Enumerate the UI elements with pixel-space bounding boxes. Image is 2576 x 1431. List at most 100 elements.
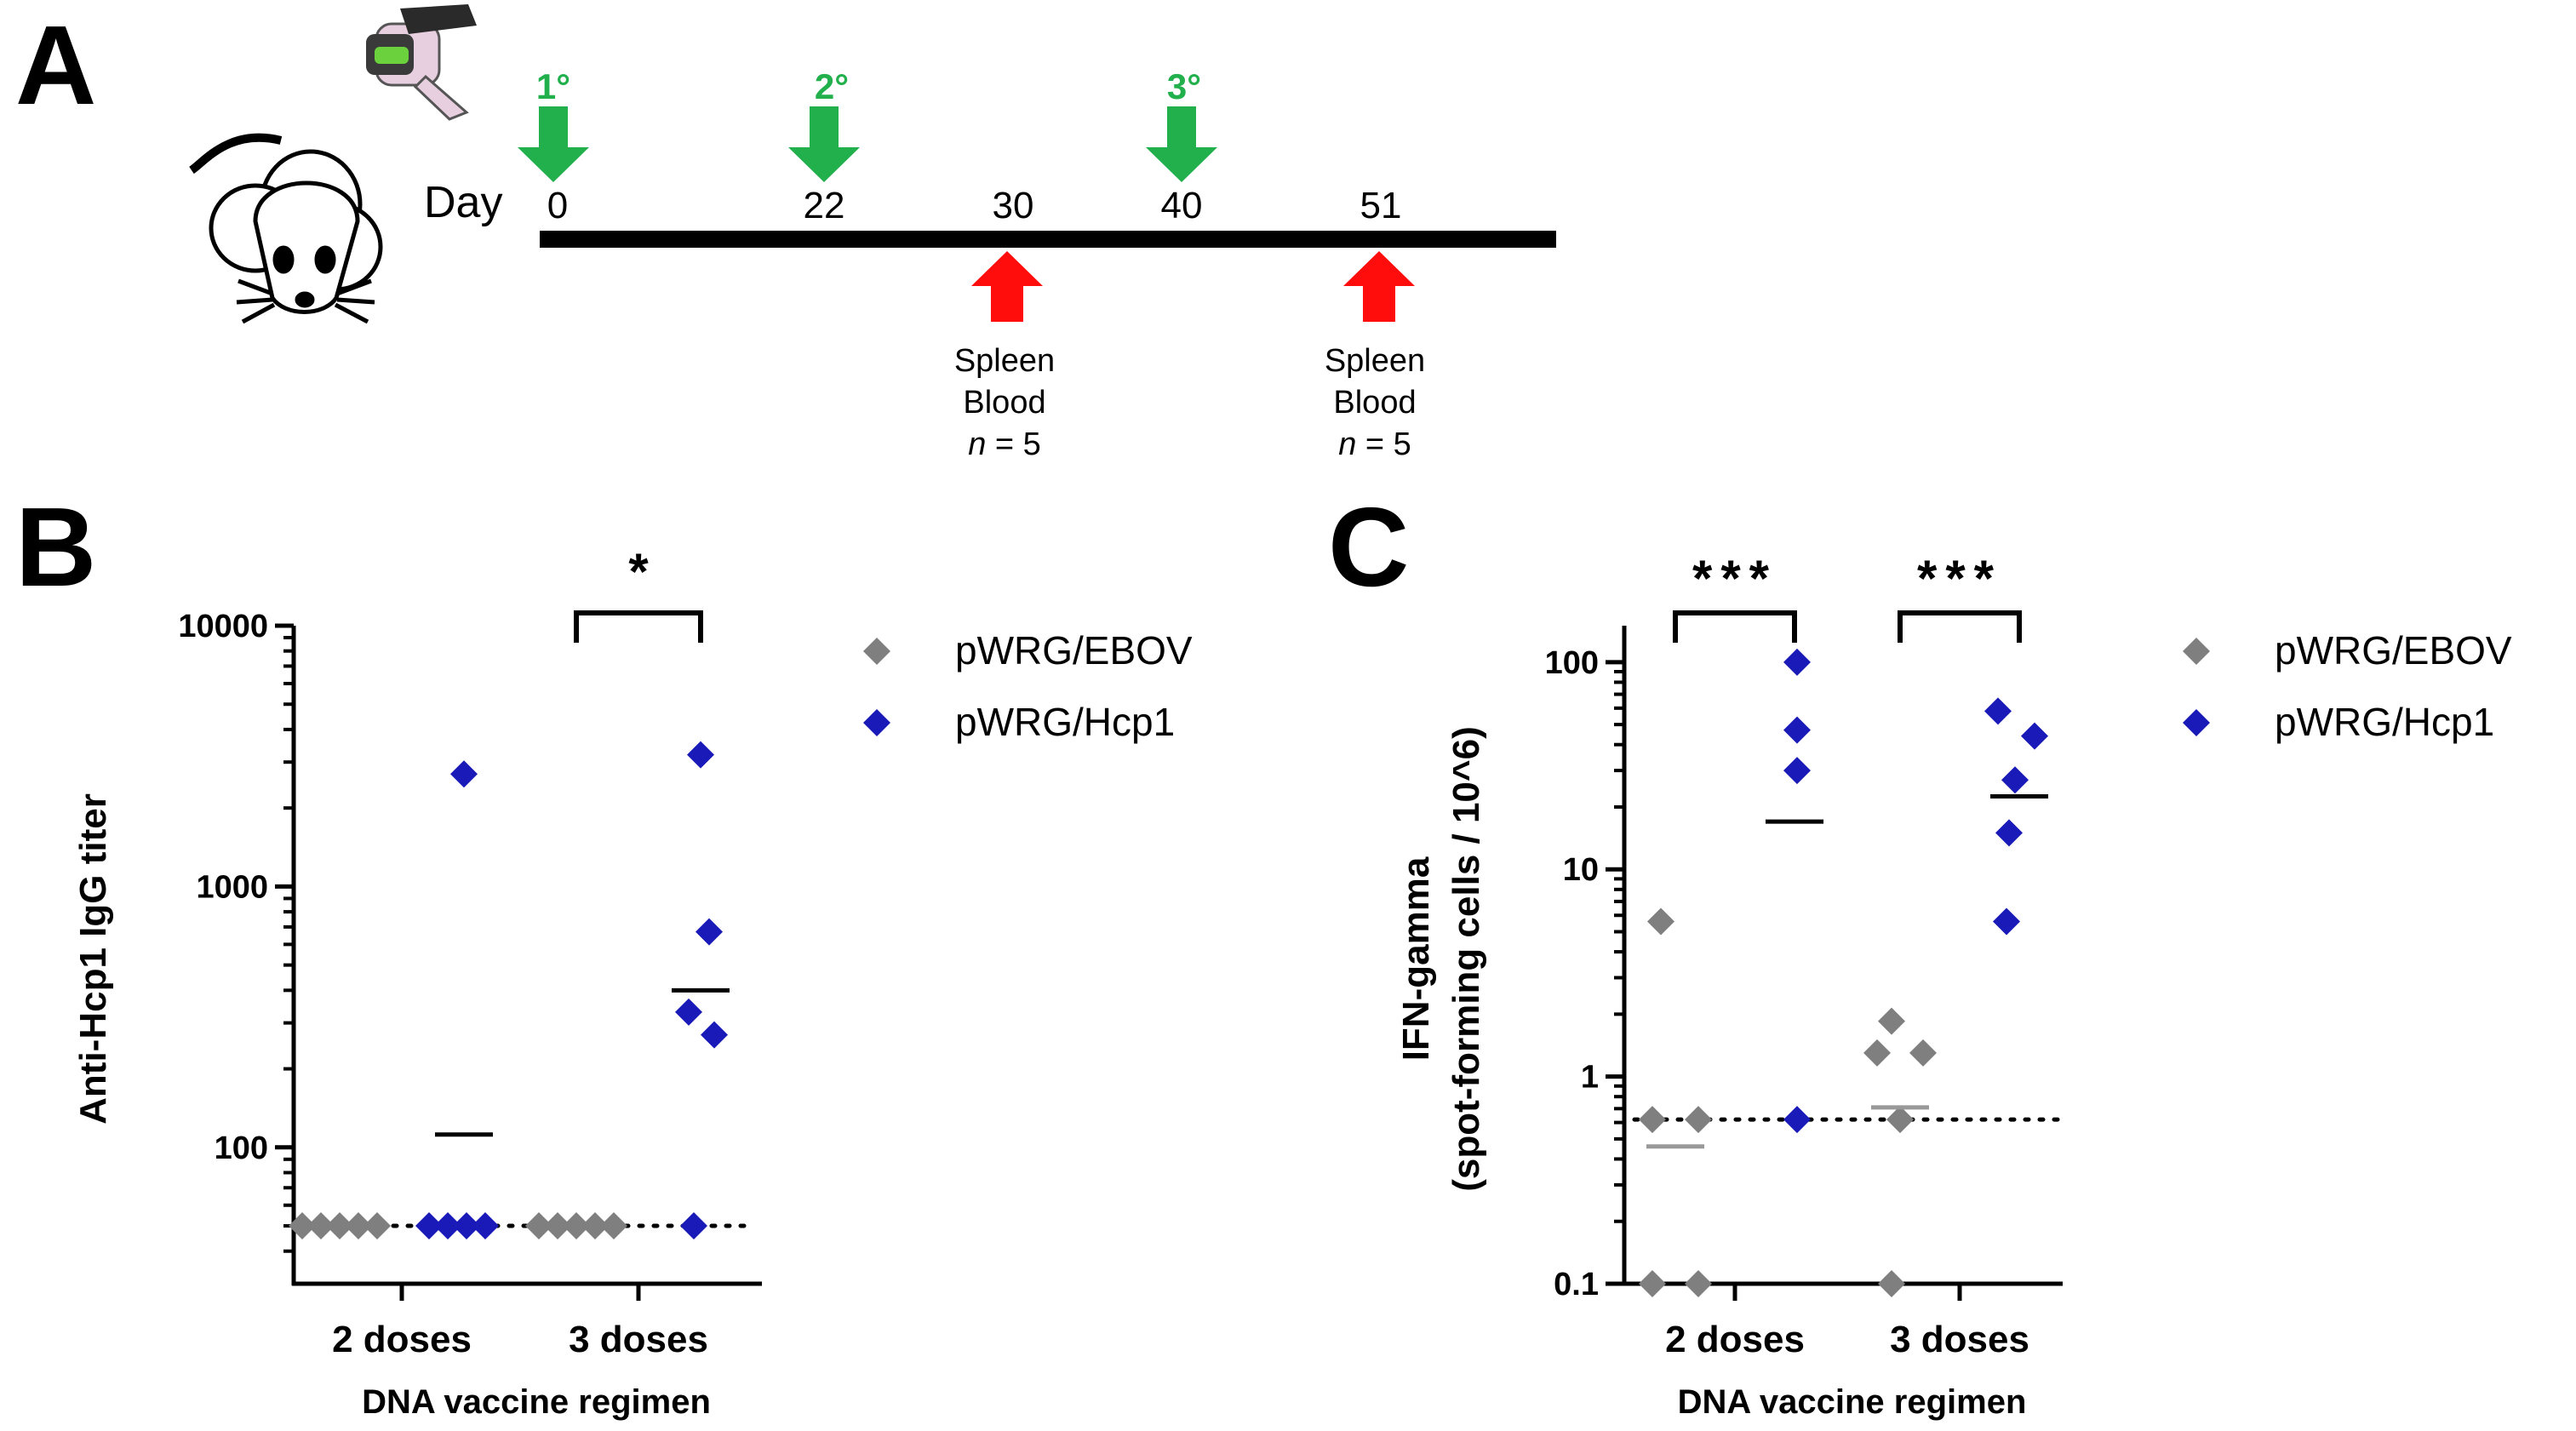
x-axis-title: DNA vaccine regimen [1678, 1383, 2027, 1421]
significance-bracket [1898, 610, 2022, 643]
data-point-hcp1 [1993, 907, 2020, 936]
y-tick-label: 0.1 [1554, 1267, 1599, 1302]
panel-c-letter: C [1328, 484, 1409, 610]
sampling-2-n-value: = 5 [1356, 426, 1411, 462]
data-point-ebov [1685, 1270, 1712, 1297]
dose-1-label: 1° [536, 66, 570, 106]
data-point-hcp1 [1984, 697, 2012, 725]
legend-marker-icon [2183, 709, 2210, 736]
x-category-label: 2 doses [332, 1319, 472, 1360]
dose-2-label: 2° [815, 66, 849, 106]
dose-1-arrow-icon [518, 106, 589, 182]
y-tick-label: 1 [1581, 1060, 1599, 1096]
data-point-ebov [1647, 907, 1674, 936]
legend-label: pWRG/EBOV [955, 628, 1193, 673]
data-point-hcp1 [453, 1212, 480, 1240]
data-point-hcp1 [680, 1212, 707, 1240]
day-label: Day [424, 178, 502, 227]
day-30-label: 30 [993, 185, 1034, 226]
timeline-bar [540, 231, 1556, 248]
day-40-label: 40 [1161, 185, 1203, 226]
data-point-ebov [364, 1212, 391, 1240]
sampling-1-n-value: = 5 [986, 426, 1040, 462]
data-point-hcp1 [1783, 648, 1811, 676]
data-point-hcp1 [701, 1021, 728, 1049]
data-point-ebov [544, 1212, 571, 1240]
data-point-hcp1 [2021, 722, 2048, 750]
legend-marker-icon [2183, 638, 2210, 665]
sampling-day-30: Spleen Blood n = 5 [954, 251, 1055, 462]
data-point-hcp1 [472, 1212, 499, 1240]
data-point-ebov [581, 1212, 609, 1240]
significance-bracket [1673, 610, 1797, 643]
gene-gun-icon [366, 4, 477, 121]
y-tick-label: 100 [1545, 645, 1599, 681]
data-point-ebov [1878, 1007, 1905, 1035]
data-point-ebov [1886, 1106, 1914, 1134]
y-tick-label: 10 [1563, 852, 1599, 888]
y-axis-title: IFN-gamma [1395, 856, 1437, 1061]
data-point-hcp1 [1783, 1106, 1811, 1134]
day-0-label: 0 [547, 185, 568, 226]
x-axis-title: DNA vaccine regimen [362, 1383, 711, 1421]
sampling-arrow-icon [971, 251, 1043, 322]
sampling-2-n: n = 5 [1338, 426, 1411, 462]
dose-3: 3° [1146, 66, 1217, 182]
dose-1: 1° [518, 66, 589, 182]
data-point-hcp1 [434, 1212, 461, 1240]
significance-label: * [628, 543, 649, 600]
data-point-hcp1 [1995, 819, 2023, 847]
data-point-hcp1 [675, 998, 702, 1026]
legend-marker-icon [863, 709, 890, 736]
data-point-hcp1 [1783, 716, 1811, 744]
sampling-day-51: Spleen Blood n = 5 [1325, 251, 1425, 462]
dose-3-label: 3° [1167, 66, 1201, 106]
y-tick-label: 10000 [178, 609, 268, 644]
legend-label: pWRG/Hcp1 [955, 700, 1175, 744]
dose-2: 2° [788, 66, 860, 182]
data-point-hcp1 [415, 1212, 443, 1240]
panel-b-letter: B [15, 484, 96, 610]
legend-label: pWRG/Hcp1 [2275, 700, 2494, 744]
sampling-1-n-symbol: n [968, 426, 986, 462]
data-point-ebov [600, 1212, 627, 1240]
sampling-1-blood: Blood [963, 385, 1045, 421]
dose-2-arrow-icon [788, 106, 860, 182]
sampling-1-spleen: Spleen [954, 343, 1055, 379]
data-point-hcp1 [696, 918, 723, 946]
data-point-ebov [289, 1212, 316, 1240]
y-tick-label: 1000 [196, 869, 268, 905]
panel-a: A Day 0 22 30 40 51 [15, 3, 1556, 462]
x-category-label: 3 doses [1890, 1319, 2029, 1360]
sampling-1-n: n = 5 [968, 426, 1041, 462]
data-point-ebov [1909, 1039, 1937, 1067]
dose-3-arrow-icon [1146, 106, 1217, 182]
mouse-icon [189, 133, 383, 324]
chart-c: 0.1 1 10 100 2 doses 3 doses DNA vaccine regim… [1395, 550, 2512, 1421]
day-22-label: 22 [804, 185, 845, 226]
data-point-ebov [345, 1212, 372, 1240]
day-51-label: 51 [1360, 185, 1402, 226]
x-category-label: 3 doses [569, 1319, 708, 1360]
legend-label: pWRG/EBOV [2275, 628, 2512, 673]
sampling-2-n-symbol: n [1338, 426, 1356, 462]
data-point-hcp1 [687, 741, 714, 769]
data-point-ebov [563, 1212, 590, 1240]
legend-marker-icon [863, 638, 890, 665]
data-point-hcp1 [450, 760, 478, 788]
significance-label: *** [1692, 550, 1777, 607]
sampling-2-spleen: Spleen [1325, 343, 1425, 379]
data-point-ebov [1878, 1270, 1905, 1297]
data-point-ebov [1685, 1106, 1712, 1134]
sampling-arrow-icon [1343, 251, 1415, 322]
panel-a-letter: A [15, 3, 96, 128]
data-point-ebov [525, 1212, 552, 1240]
sampling-2-blood: Blood [1333, 385, 1416, 421]
data-point-ebov [1639, 1106, 1666, 1134]
chart-b: 100 1000 10000 2 doses 3 doses DNA vaccine re… [72, 543, 1193, 1421]
data-point-ebov [307, 1212, 335, 1240]
data-point-ebov [326, 1212, 353, 1240]
y-axis-title: Anti-Hcp1 IgG titer [72, 793, 114, 1125]
data-point-hcp1 [2001, 766, 2029, 794]
x-category-label: 2 doses [1665, 1319, 1805, 1360]
